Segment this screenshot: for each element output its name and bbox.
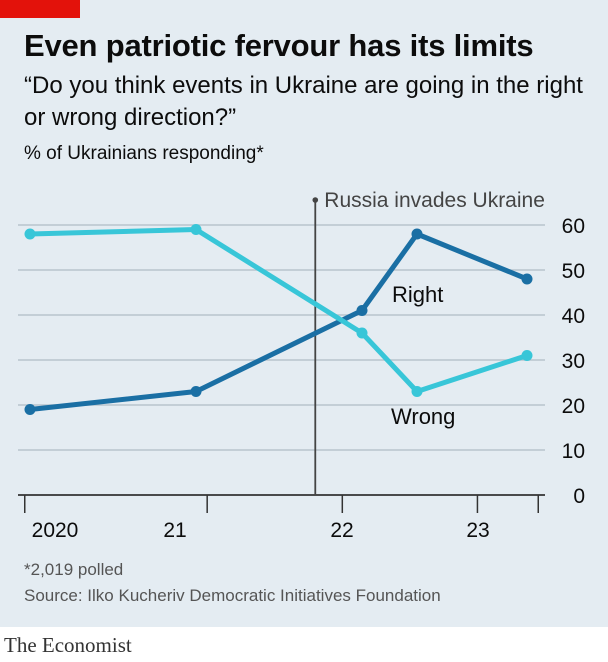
footnote: *2,019 polled (24, 560, 124, 579)
data-point-wrong (356, 327, 368, 339)
chart-title: Even patriotic fervour has its limits (24, 28, 534, 63)
chart-card (0, 0, 608, 627)
data-point-right (356, 305, 368, 316)
chart-subtitle: “Do you think events in Ukraine are goin… (24, 72, 583, 131)
data-point-right (190, 386, 202, 397)
x-tick-label: 2020 (32, 519, 79, 542)
series-line-wrong (27, 227, 530, 394)
x-tick-label: 21 (163, 519, 186, 542)
y-tick-label: 10 (562, 440, 585, 463)
unit-note: % of Ukrainians responding* (24, 143, 264, 164)
y-tick-label: 20 (562, 395, 585, 418)
data-point-right (521, 273, 533, 285)
brand-red-tag (0, 0, 80, 18)
y-tick-label: 0 (573, 485, 585, 508)
data-point-right (24, 404, 36, 415)
y-tick-label: 50 (562, 260, 585, 283)
series-label-right: Right (392, 282, 443, 307)
series-label-wrong: Wrong (391, 404, 455, 429)
invasion-annotation: Russia invades Ukraine (324, 189, 545, 212)
x-tick-label: 23 (466, 519, 489, 542)
data-point-right (411, 228, 423, 240)
data-point-wrong (190, 224, 202, 235)
data-point-wrong (411, 386, 423, 397)
y-tick-label: 30 (562, 350, 585, 373)
series-line-right (27, 231, 530, 412)
invasion-marker-dot (312, 197, 319, 203)
y-tick-label: 40 (562, 305, 585, 328)
data-point-wrong (521, 350, 533, 361)
economist-logo: The Economist (4, 633, 132, 657)
y-tick-label: 60 (562, 215, 585, 238)
x-tick-label: 22 (330, 519, 353, 542)
source-note: Source: Ilko Kucheriv Democratic Initiat… (24, 586, 441, 605)
line-chart: 0 10 20 30 40 50 60 2020 21 22 23 Russia invades Uk… (18, 189, 585, 542)
data-point-wrong (24, 228, 36, 240)
